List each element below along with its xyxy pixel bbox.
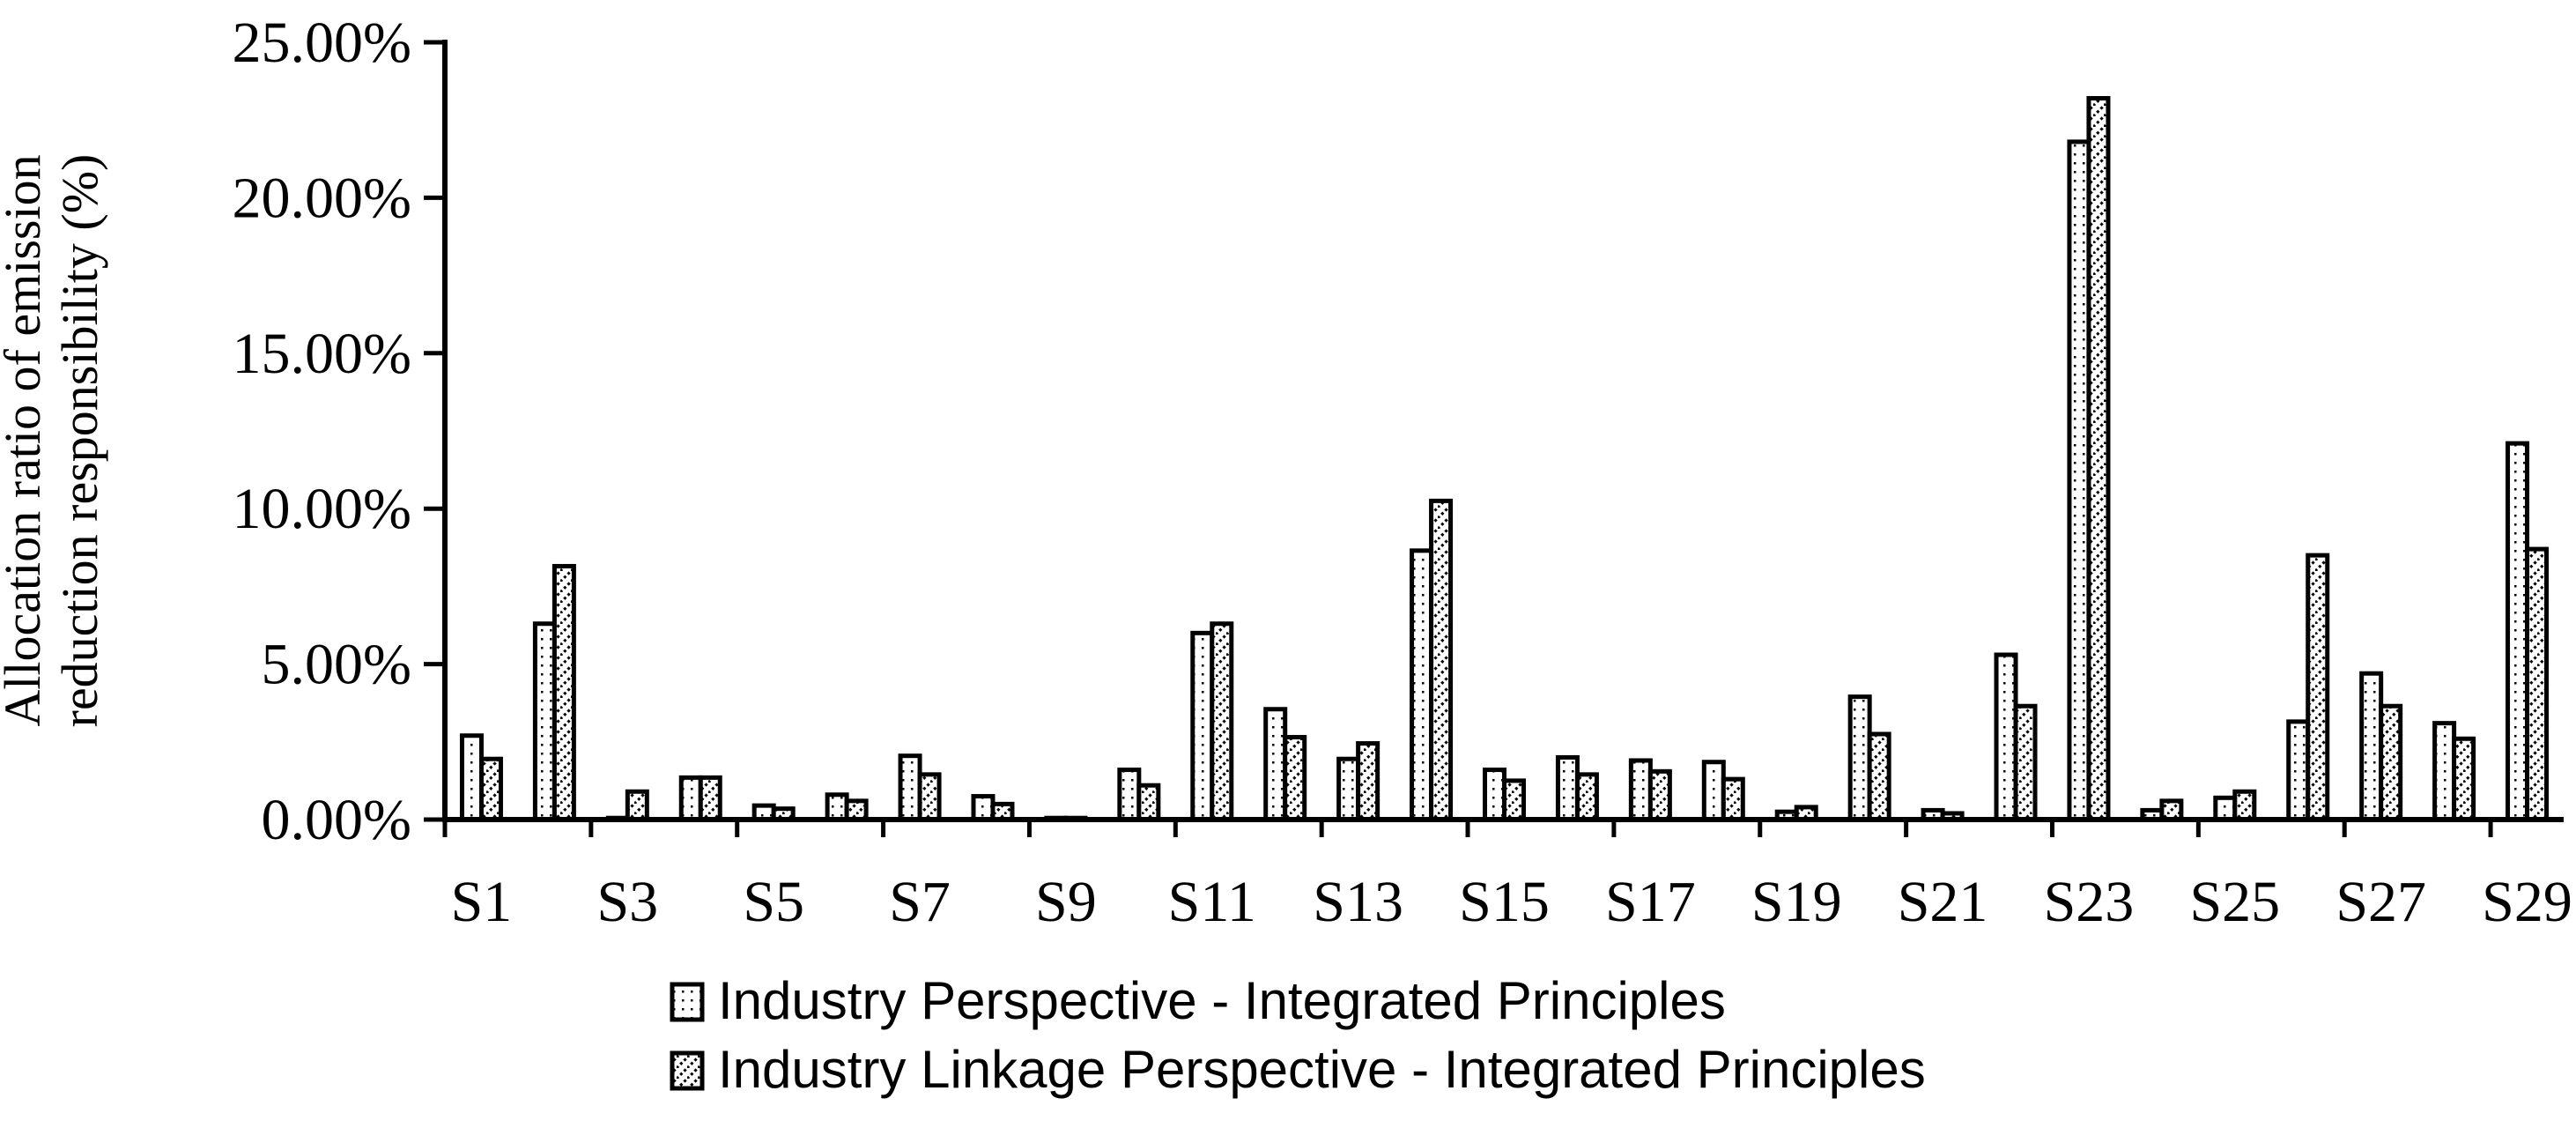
bar-series-1-s1: [459, 733, 484, 822]
bar-series-2-s13: [1356, 741, 1381, 822]
y-tick-label: 0.00%: [262, 788, 411, 852]
bar-series-2-s6: [844, 798, 869, 822]
bar-series-2-s16: [1574, 772, 1599, 822]
bar-series-2-s7: [917, 772, 942, 822]
bar-series-2-s11: [1210, 621, 1234, 822]
bar-series-1-s11: [1190, 630, 1215, 822]
x-tick-label-s21: S21: [1898, 870, 1988, 934]
bar-series-2-s23: [2086, 96, 2111, 822]
y-axis-ticks: 0.00% 5.00% 10.00% 15.00% 20.00% 25.00%: [233, 11, 445, 852]
bar-series-1-s18: [1701, 760, 1726, 822]
bar-series-2-s24: [2159, 798, 2184, 822]
legend-swatch-industry-linkage-perspective: [670, 1050, 705, 1091]
bar-series-2-s15: [1502, 778, 1526, 822]
bar-series-2-s27: [2379, 703, 2403, 822]
x-tick-label-s27: S27: [2335, 870, 2426, 934]
bar-series-2-s4: [698, 775, 722, 822]
x-tick-label-s25: S25: [2189, 870, 2280, 934]
bar-series-1-s26: [2286, 719, 2311, 822]
bar-series-1-s13: [1336, 756, 1361, 822]
y-axis-title-line-1: Allocation ratio of emission: [0, 154, 51, 726]
bar-series-2-s14: [1429, 498, 1454, 822]
bar-series-1-s25: [2213, 795, 2238, 822]
y-axis-title: Allocation ratio of emission reduction r…: [0, 154, 108, 728]
y-axis-title-line-2: reduction responsibility (%): [51, 154, 108, 728]
bar-series-1-s29: [2506, 441, 2530, 822]
bar-series-2-s25: [2232, 789, 2257, 822]
bar-series-2-s10: [1136, 783, 1161, 822]
x-tick-label-s11: S11: [1168, 870, 1256, 934]
series-2: [478, 96, 2550, 822]
bar-series-2-s3: [625, 789, 649, 822]
bar-series-2-s29: [2525, 546, 2550, 822]
bar-series-1-s27: [2359, 671, 2384, 822]
bar-series-2-s17: [1647, 768, 1672, 822]
legend-swatch-industry-perspective: [670, 982, 705, 1022]
bar-series-1-s6: [825, 792, 849, 822]
bar-series-1-s20: [1847, 694, 1872, 822]
x-tick-label-s3: S3: [596, 870, 658, 934]
x-tick-label-s19: S19: [1751, 870, 1842, 934]
y-tick-label: 20.00%: [233, 166, 411, 230]
bar-series-1-s15: [1483, 768, 1506, 822]
bar-series-1-s17: [1628, 758, 1653, 822]
bar-series-2-s1: [478, 756, 503, 822]
bar-series-1-s10: [1117, 768, 1142, 822]
x-tick-label-s29: S29: [2482, 870, 2572, 934]
x-tick-label-s13: S13: [1313, 870, 1403, 934]
y-tick-label: 10.00%: [233, 477, 411, 541]
x-tick-label-s7: S7: [889, 870, 951, 934]
bar-series-2-s28: [2452, 736, 2476, 822]
x-tick-label-s9: S9: [1035, 870, 1097, 934]
bar-series-2-s2: [551, 563, 576, 822]
x-tick-label-s17: S17: [1605, 870, 1696, 934]
bar-series-1-s8: [971, 794, 996, 822]
x-tick-label-s1: S1: [451, 870, 513, 934]
bar-series-1-s12: [1263, 707, 1288, 822]
bar-series-2-s26: [2306, 553, 2330, 822]
x-tick-label-s5: S5: [743, 870, 804, 934]
bar-series-1-s28: [2432, 721, 2457, 822]
bar-series-2-s20: [1867, 731, 1891, 822]
legend-label-industry-linkage-perspective: Industry Linkage Perspective - Integrate…: [718, 1040, 1926, 1099]
legend-label-industry-perspective: Industry Perspective - Integrated Princi…: [718, 971, 1726, 1030]
series-1: [459, 139, 2530, 822]
bar-series-1-s7: [898, 753, 922, 822]
bar-series-1-s2: [532, 621, 557, 822]
x-tick-label-s15: S15: [1459, 870, 1550, 934]
bar-series-2-s12: [1283, 735, 1307, 822]
legend: Industry Perspective - Integrated Princi…: [670, 971, 1926, 1099]
x-axis-ticks: S1 S3 S5 S7 S9 S11 S13 S15 S17 S19 S21 S23 S25 S27 S29: [442, 820, 2572, 934]
x-tick-label-s23: S23: [2044, 870, 2135, 934]
bar-series-1-s22: [1994, 652, 2018, 822]
bar-series-2-s22: [2013, 703, 2038, 822]
bar-series-group: [459, 96, 2550, 822]
y-tick-label: 25.00%: [233, 11, 411, 75]
bar-series-1-s4: [678, 775, 703, 822]
axes: [442, 40, 2564, 822]
bar-series-2-s18: [1721, 776, 1745, 822]
bar-series-1-s14: [1410, 548, 1434, 822]
y-tick-label: 15.00%: [233, 322, 411, 386]
bar-series-1-s16: [1555, 754, 1580, 822]
bar-series-1-s23: [2067, 139, 2091, 822]
y-tick-label: 5.00%: [262, 633, 411, 697]
